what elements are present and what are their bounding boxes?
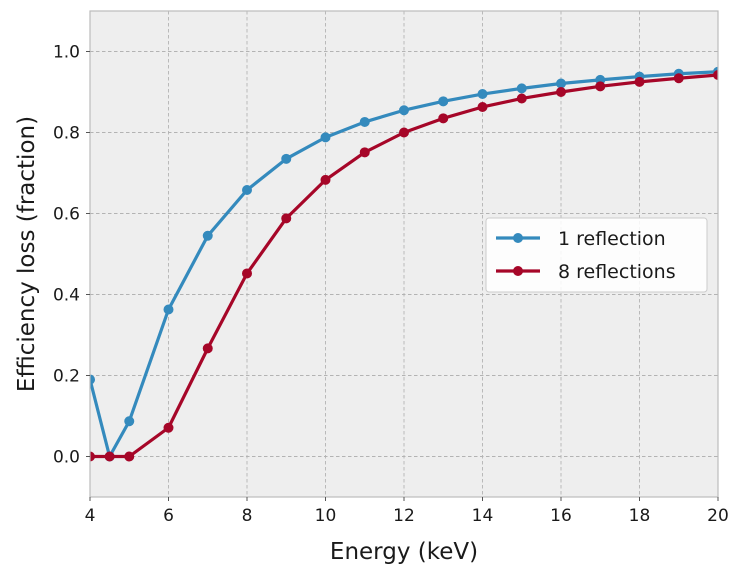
y-tick-label: 0.0 [53, 448, 80, 468]
legend-entry-label: 8 reflections [558, 261, 676, 283]
legend-swatch-marker [513, 266, 523, 276]
y-tick-label: 0.6 [53, 205, 80, 225]
data-point [359, 147, 370, 158]
x-tick-label: 6 [163, 506, 174, 526]
data-point [556, 87, 566, 97]
series-2 [90, 69, 718, 462]
data-point [163, 304, 174, 315]
legend: 1 reflection 8 reflections [485, 217, 708, 293]
x-tick-label: 14 [472, 506, 494, 526]
data-point [124, 416, 135, 427]
x-tick-label: 8 [242, 506, 253, 526]
data-point [556, 78, 566, 89]
data-point [713, 69, 718, 80]
x-tick-label: 18 [629, 506, 651, 526]
data-point [242, 268, 252, 279]
data-point [202, 343, 213, 354]
data-point [477, 101, 488, 112]
y-tick-label: 0.8 [53, 124, 80, 144]
data-point [90, 374, 95, 385]
data-point [477, 89, 488, 100]
data-point [202, 230, 213, 241]
x-tick-label: 20 [707, 506, 729, 526]
y-tick-label: 0.4 [53, 286, 80, 306]
y-axis-ticks: 0.0 0.2 0.4 0.6 0.8 1.0 [53, 43, 90, 468]
data-point [438, 113, 449, 124]
x-tick-label: 10 [315, 506, 337, 526]
data-point [163, 422, 174, 433]
legend-box [485, 217, 708, 293]
y-axis-label: Efficiency loss (fraction) [14, 116, 40, 392]
data-point [320, 174, 331, 185]
data-point [242, 185, 252, 196]
series-layer [90, 66, 718, 462]
data-point [104, 451, 115, 462]
legend-entry-label: 1 reflection [558, 228, 666, 250]
data-point [281, 153, 292, 164]
y-tick-label: 1.0 [53, 43, 80, 63]
series-line [90, 70, 718, 459]
data-point [281, 213, 292, 224]
x-tick-label: 4 [85, 506, 96, 526]
data-point [90, 451, 95, 462]
legend-swatch-marker [513, 233, 523, 243]
data-point [438, 96, 449, 107]
data-point [124, 451, 135, 462]
data-point [320, 132, 331, 143]
data-point [516, 83, 527, 94]
x-tick-label: 16 [550, 506, 572, 526]
data-point [634, 76, 645, 87]
data-point [399, 105, 409, 116]
y-tick-label: 0.2 [53, 367, 80, 387]
x-axis-ticks: 4 6 8 10 12 14 16 18 20 [85, 497, 729, 526]
data-point [516, 93, 527, 104]
data-point [399, 127, 409, 138]
x-tick-label: 12 [393, 506, 415, 526]
data-point [673, 73, 684, 84]
series-line [90, 73, 718, 459]
data-point [359, 116, 370, 127]
x-axis-label: Energy (keV) [330, 539, 478, 565]
data-point [595, 81, 606, 92]
